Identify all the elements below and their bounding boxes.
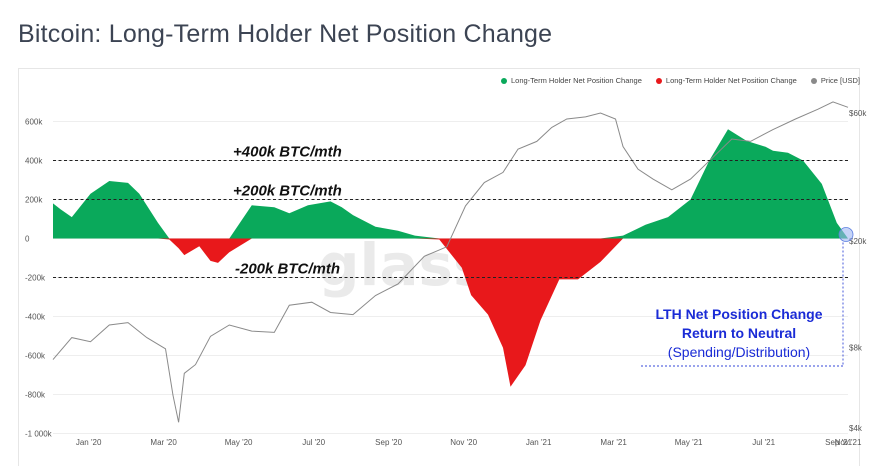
y-tick-label: 400k	[25, 157, 43, 166]
legend-dot-negative	[655, 77, 662, 84]
y-right-tick-label: $60k	[849, 109, 867, 118]
y-tick-label: -400k	[25, 313, 46, 322]
annotation-text-line: (Spending/Distribution)	[668, 344, 810, 360]
legend-item-positive[interactable]: Long-Term Holder Net Position Change	[501, 76, 642, 85]
x-tick-label: May '20	[225, 438, 253, 447]
legend-label-positive: Long-Term Holder Net Position Change	[511, 76, 642, 85]
legend-label-negative: Long-Term Holder Net Position Change	[665, 76, 797, 85]
reference-line-label: +400k BTC/mth	[233, 144, 342, 161]
y-tick-label: -600k	[25, 352, 46, 361]
y-right-tick-label: $8k	[849, 343, 863, 352]
x-tick-label: Sep '21	[825, 438, 852, 447]
y-tick-label: 600k	[25, 118, 43, 127]
x-tick-label: Jul '21	[752, 438, 775, 447]
y-tick-label: -200k	[25, 274, 46, 283]
annotation-text-line: Return to Neutral	[682, 325, 796, 341]
positive-area-series	[53, 129, 848, 239]
x-tick-label: Jan '21	[526, 438, 552, 447]
x-tick-label: Nov '21	[835, 438, 862, 447]
y-tick-label: -800k	[25, 391, 46, 400]
y-right-tick-label: $20k	[849, 237, 867, 246]
price-line-series	[52, 101, 849, 423]
x-tick-label: May '21	[675, 438, 703, 447]
x-tick-label: Sep '20	[375, 438, 402, 447]
x-tick-label: Jan '20	[76, 438, 102, 447]
chart-legend: Long-Term Holder Net Position Change Lon…	[501, 76, 860, 85]
x-tick-label: Mar '20	[150, 438, 177, 447]
y-right-tick-label: $4k	[849, 424, 863, 433]
reference-line-label: -200k BTC/mth	[235, 261, 340, 278]
legend-label-price: Price [USD]	[820, 76, 860, 85]
reference-line-label: +200k BTC/mth	[233, 183, 342, 200]
x-tick-label: Nov '20	[450, 438, 477, 447]
legend-item-negative[interactable]: Long-Term Holder Net Position Change	[655, 76, 797, 85]
legend-dot-positive	[501, 77, 507, 84]
x-tick-label: Mar '21	[600, 438, 627, 447]
chart-frame	[18, 68, 860, 466]
end-point-highlight	[838, 227, 854, 242]
page-title: Bitcoin: Long-Term Holder Net Position C…	[18, 20, 553, 48]
y-tick-label: 0	[25, 235, 30, 244]
y-tick-label: 200k	[25, 196, 43, 205]
legend-item-price[interactable]: Price [USD]	[810, 76, 860, 85]
annotation-text-line: LTH Net Position Change	[656, 306, 823, 322]
y-tick-label: -1 000k	[25, 430, 53, 439]
legend-dot-price	[810, 77, 817, 84]
x-tick-label: Jul '20	[302, 438, 325, 447]
